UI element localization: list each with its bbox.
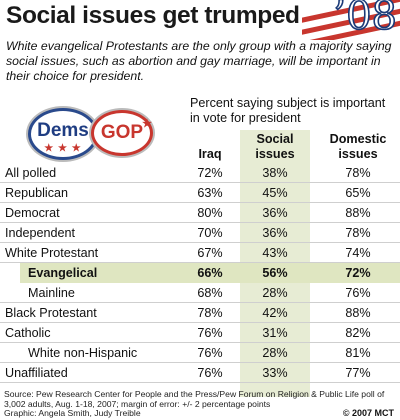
domestic-issues-value: 65% [345, 186, 371, 200]
domestic-issues-value: 72% [345, 266, 371, 280]
copyright-credit: © 2007 MCT [342, 408, 394, 418]
table-row: Republican 63% 45% 65% [0, 183, 400, 203]
iraq-value: 76% [197, 326, 223, 340]
source-note: Source: Pew Research Center for People a… [4, 389, 396, 419]
year-badge: ’08 [302, 0, 400, 40]
iraq-value: 76% [197, 346, 223, 360]
domestic-issues-value: 78% [345, 226, 371, 240]
gop-badge-icon: GOP ★ [91, 110, 153, 156]
row-label: Independent [5, 226, 76, 240]
row-label: Evangelical [28, 266, 98, 280]
column-header-iraq: Iraq [198, 147, 222, 161]
social-issues-value: 43% [262, 246, 288, 260]
social-issues-value: 36% [262, 206, 288, 220]
iraq-value: 76% [197, 366, 223, 380]
row-label: Unaffiliated [5, 366, 68, 380]
data-table: All polled 72% 38% 78% Republican 63% 45% 65% De… [0, 163, 400, 383]
social-issues-value: 28% [262, 346, 288, 360]
column-header-social-issues: Social issues [255, 132, 295, 161]
chart-title: Social issues get trumped [6, 2, 300, 29]
table-row: Catholic 76% 31% 82% [0, 323, 400, 343]
social-issues-value: 33% [262, 366, 288, 380]
iraq-value: 78% [197, 306, 223, 320]
table-row: Evangelical 66% 56% 72% [0, 263, 400, 283]
chart-subtitle: White evangelical Protestants are the on… [6, 39, 392, 83]
dems-badge-text: Dems [37, 120, 89, 141]
table-row: Independent 70% 36% 78% [0, 223, 400, 243]
row-label: Catholic [5, 326, 51, 340]
evangelical-row-highlight [20, 263, 400, 283]
dems-badge-icon: Dems ★ ★ ★ [28, 108, 98, 160]
table-row: Democrat 80% 36% 88% [0, 203, 400, 223]
gop-badge-text: GOP [100, 122, 144, 143]
party-badges: Dems ★ ★ ★ GOP ★ [28, 106, 168, 166]
social-issues-value: 38% [262, 166, 288, 180]
iraq-value: 67% [197, 246, 223, 260]
graphic-credit: Graphic: Angela Smith, Judy Treible [4, 408, 141, 419]
table-row: Mainline 68% 28% 76% [0, 283, 400, 303]
iraq-value: 63% [197, 186, 223, 200]
row-label: White non-Hispanic [28, 346, 138, 360]
domestic-issues-value: 81% [345, 346, 371, 360]
table-row: Black Protestant 78% 42% 88% [0, 303, 400, 323]
social-issues-value: 36% [262, 226, 288, 240]
social-issues-value: 42% [262, 306, 288, 320]
row-label: Republican [5, 186, 69, 200]
domestic-issues-value: 88% [345, 306, 371, 320]
star-icon: ★ [142, 118, 152, 130]
iraq-value: 80% [197, 206, 223, 220]
domestic-issues-value: 82% [345, 326, 371, 340]
table-row: Unaffiliated 76% 33% 77% [0, 363, 400, 383]
row-label: All polled [5, 166, 57, 180]
social-issues-value: 45% [262, 186, 288, 200]
row-label: White Protestant [5, 246, 99, 260]
row-label: Mainline [28, 286, 75, 300]
stars-icon: ★ ★ ★ [44, 143, 82, 154]
social-issues-value: 31% [262, 326, 288, 340]
iraq-value: 66% [197, 266, 223, 280]
iraq-value: 70% [197, 226, 223, 240]
social-issues-value: 28% [262, 286, 288, 300]
table-row: All polled 72% 38% 78% [0, 163, 400, 183]
domestic-issues-value: 76% [345, 286, 371, 300]
domestic-issues-value: 74% [345, 246, 371, 260]
domestic-issues-value: 77% [345, 366, 371, 380]
column-header-domestic-issues: Domestic issues [329, 132, 387, 161]
table-row: White Protestant 67% 43% 74% [0, 243, 400, 263]
year-text: ’08 [333, 0, 398, 40]
domestic-issues-value: 88% [345, 206, 371, 220]
row-label: Democrat [5, 206, 60, 220]
domestic-issues-value: 78% [345, 166, 371, 180]
source-text: Source: Pew Research Center for People a… [4, 389, 385, 409]
iraq-value: 68% [197, 286, 223, 300]
table-header-intro: Percent saying subject is important in v… [190, 96, 386, 125]
social-issues-value: 56% [262, 266, 288, 280]
table-row: White non-Hispanic 76% 28% 81% [0, 343, 400, 363]
row-label: Black Protestant [5, 306, 97, 320]
iraq-value: 72% [197, 166, 223, 180]
